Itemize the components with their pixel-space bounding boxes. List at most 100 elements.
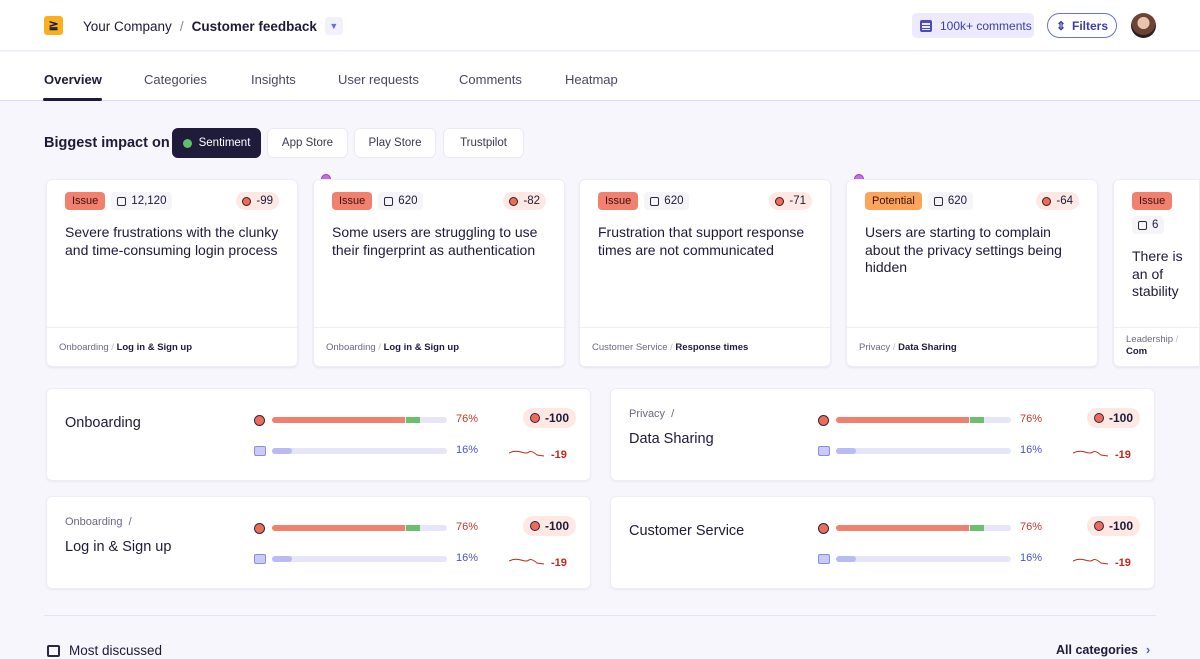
filters-button[interactable]: ⇕ Filters bbox=[1047, 13, 1117, 38]
sentiment-score: -100 bbox=[523, 516, 577, 536]
category[interactable]: Com bbox=[1126, 346, 1148, 357]
positive-segment bbox=[970, 525, 984, 531]
comments-bar bbox=[836, 556, 1011, 562]
most-discussed-heading: Most discussed bbox=[47, 643, 162, 658]
source-trustpilot[interactable]: Trustpilot bbox=[443, 128, 524, 158]
insight-title: Users are starting to complain about the… bbox=[865, 224, 1062, 275]
source-sentiment[interactable]: Sentiment bbox=[172, 128, 261, 158]
most-discussed-title: Most discussed bbox=[69, 643, 163, 658]
comment-count-value: 6 bbox=[1152, 219, 1159, 231]
sentiment-bar bbox=[272, 417, 447, 423]
insight-category-path: Privacy / Data Sharing bbox=[847, 327, 1097, 368]
comment-count-value: 620 bbox=[664, 195, 684, 207]
tab-overview[interactable]: Overview bbox=[44, 72, 102, 87]
comments-count: 100k+ comments bbox=[940, 18, 1032, 33]
sad-face-icon bbox=[530, 413, 540, 423]
sentiment-score-value: -100 bbox=[545, 411, 570, 425]
category-name: Customer Service bbox=[629, 523, 745, 539]
sad-face-icon bbox=[254, 523, 265, 534]
tab-insights[interactable]: Insights bbox=[251, 72, 296, 87]
company-logo[interactable]: ≧ bbox=[44, 16, 63, 35]
comment-count: 620 bbox=[927, 192, 973, 210]
sentiment-bar bbox=[836, 525, 1011, 531]
insight-type-badge: Issue bbox=[332, 192, 373, 210]
sad-face-icon bbox=[509, 196, 519, 206]
comments-fill bbox=[272, 556, 292, 562]
top-bar: ≧ Your Company / Customer feedback ▼ 100… bbox=[0, 0, 1200, 51]
parent-category[interactable]: Onboarding bbox=[326, 342, 376, 353]
comment-icon bbox=[650, 196, 660, 206]
trend-delta: -19 bbox=[1115, 557, 1131, 569]
insight-title: Some users are struggling to use their f… bbox=[332, 224, 538, 258]
comments-fill bbox=[836, 448, 856, 454]
parent-category-label: Privacy bbox=[629, 408, 666, 420]
sad-face-icon bbox=[1094, 521, 1104, 531]
negative-segment bbox=[272, 525, 405, 531]
parent-category[interactable]: Onboarding bbox=[59, 342, 109, 353]
sentiment-score: -100 bbox=[1087, 516, 1141, 536]
positive-segment bbox=[970, 417, 984, 423]
sentiment-score: -71 bbox=[769, 192, 812, 210]
insight-card[interactable]: Issue 6 There is an of stability Leaders… bbox=[1113, 179, 1200, 367]
category[interactable]: Log in & Sign up bbox=[383, 342, 460, 353]
tab-user-requests[interactable]: User requests bbox=[338, 72, 419, 87]
category-card[interactable]: Privacy / Data Sharing 76% 16% -100 -19 bbox=[610, 388, 1155, 481]
trend-sparkline bbox=[1073, 558, 1109, 565]
insight-type-badge: Issue bbox=[598, 192, 639, 210]
comment-count: 620 bbox=[644, 192, 690, 210]
chevron-down-icon[interactable]: ▼ bbox=[324, 17, 343, 35]
comments-count-badge[interactable]: 100k+ comments bbox=[912, 13, 1034, 38]
comment-count: 6 bbox=[1132, 216, 1165, 234]
section-divider bbox=[44, 615, 1156, 616]
negative-percent: 76% bbox=[1020, 521, 1043, 533]
tab-categories[interactable]: Categories bbox=[144, 72, 207, 87]
negative-segment bbox=[272, 417, 405, 423]
trend-sparkline bbox=[1073, 450, 1109, 457]
comment-count-value: 620 bbox=[947, 195, 967, 207]
smile-icon bbox=[182, 138, 192, 148]
tab-heatmap[interactable]: Heatmap bbox=[565, 72, 618, 87]
source-app-store[interactable]: App Store bbox=[267, 128, 348, 158]
insight-card[interactable]: Issue 620 -71 Frustration that support r… bbox=[579, 179, 831, 367]
source-play-store[interactable]: Play Store bbox=[354, 128, 436, 158]
sentiment-score-value: -100 bbox=[545, 519, 570, 533]
sentiment-score-value: -100 bbox=[1109, 519, 1134, 533]
sad-face-icon bbox=[530, 521, 540, 531]
parent-category[interactable]: Customer Service bbox=[592, 342, 668, 353]
category-card[interactable]: Customer Service 76% 16% -100 -19 bbox=[610, 496, 1155, 589]
parent-category[interactable]: Privacy bbox=[859, 342, 891, 353]
comments-percent: 16% bbox=[456, 552, 479, 564]
parent-category-label: Onboarding bbox=[65, 516, 123, 528]
negative-percent: 76% bbox=[456, 521, 479, 533]
sentiment-score-value: -99 bbox=[256, 195, 273, 207]
tab-bar: Overview Categories Insights User reques… bbox=[0, 52, 1200, 101]
comments-percent: 16% bbox=[456, 444, 479, 456]
parent-category: Onboarding / bbox=[65, 516, 132, 528]
insight-meta-row: Issue 6 bbox=[1132, 192, 1195, 234]
parent-category[interactable]: Leadership bbox=[1126, 334, 1174, 345]
comments-icon bbox=[818, 554, 830, 564]
breadcrumb-company[interactable]: Your Company bbox=[83, 18, 172, 34]
category[interactable]: Response times bbox=[675, 342, 749, 353]
category-card[interactable]: Onboarding 76% 16% -100 -19 bbox=[46, 388, 591, 481]
insight-card[interactable]: Issue 620 -82 Some users are struggling … bbox=[313, 179, 565, 367]
trend-delta: -19 bbox=[551, 557, 567, 569]
sad-face-icon bbox=[775, 196, 785, 206]
source-label: Trustpilot bbox=[460, 137, 507, 149]
insight-card[interactable]: Issue 12,120 -99 Severe frustrations wit… bbox=[46, 179, 298, 367]
category-card[interactable]: Onboarding / Log in & Sign up 76% 16% -1… bbox=[46, 496, 591, 589]
comments-percent: 16% bbox=[1020, 444, 1043, 456]
category[interactable]: Data Sharing bbox=[898, 342, 957, 353]
insight-type-badge: Issue bbox=[65, 192, 106, 210]
comments-fill bbox=[272, 448, 292, 454]
sad-face-icon bbox=[818, 523, 829, 534]
comment-icon bbox=[384, 196, 394, 206]
comments-bar bbox=[272, 448, 447, 454]
tab-comments[interactable]: Comments bbox=[459, 72, 522, 87]
insight-category-path: Leadership / Com bbox=[1114, 327, 1199, 368]
insight-card[interactable]: Potential 620 -64 Users are starting to … bbox=[846, 179, 1098, 367]
category[interactable]: Log in & Sign up bbox=[116, 342, 193, 353]
avatar[interactable] bbox=[1131, 13, 1156, 38]
sentiment-score: -82 bbox=[503, 192, 546, 210]
all-categories-link[interactable]: All categories › bbox=[1056, 643, 1150, 657]
